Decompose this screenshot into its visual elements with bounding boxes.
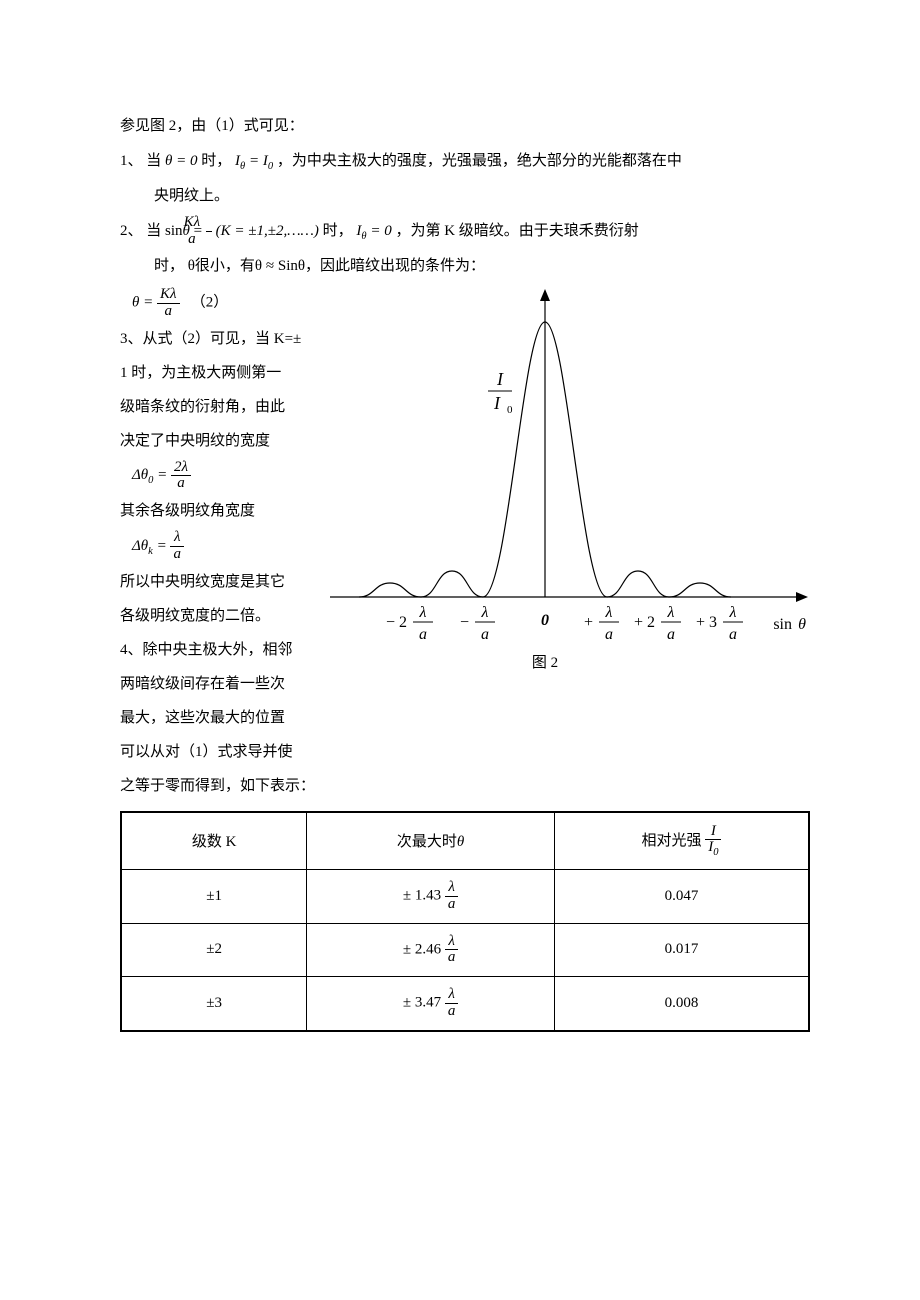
- svg-text:− 2: − 2: [386, 614, 407, 631]
- text: ，为中央主极大的强度，光强最强，绝大部分的光能都落在中: [277, 153, 682, 169]
- svg-text:I: I: [493, 393, 501, 413]
- item-1-line-2: 央明纹上。: [120, 180, 810, 213]
- col-header-k: 级数 K: [121, 812, 307, 870]
- text: 时，: [323, 223, 353, 239]
- text: 2、 当: [120, 223, 161, 239]
- diffraction-chart: II0− 2λa−λa0+λa+ 2λa+ 3λasinθ图 2: [330, 287, 810, 707]
- svg-text:a: a: [667, 626, 675, 643]
- cell-intensity: 0.017: [554, 923, 809, 977]
- chart-column: II0− 2λa−λa0+λa+ 2λa+ 3λasinθ图 2: [330, 287, 810, 805]
- item-4-line: 两暗纹级间存在着一些次: [120, 669, 330, 699]
- cell-theta: ± 2.46 λa: [307, 923, 555, 977]
- equation-delta-theta-k: Δθk = λa: [120, 530, 330, 563]
- item-3-line: 级暗条纹的衍射角，由此: [120, 392, 330, 422]
- secondary-maxima-table: 级数 K 次最大时θ 相对光强 II0 ±1± 1.43 λa0.047±2± …: [120, 811, 810, 1032]
- svg-text:a: a: [481, 626, 489, 643]
- svg-text:a: a: [419, 626, 427, 643]
- cell-theta: ± 3.47 λa: [307, 977, 555, 1031]
- svg-text:0: 0: [541, 612, 549, 629]
- col-header-theta: 次最大时θ: [307, 812, 555, 870]
- svg-text:+: +: [584, 614, 593, 631]
- item-1-line-1: 1、 当 θ = 0 时， Iθ = I0 ，为中央主极大的强度，光强最强，绝大…: [120, 145, 810, 178]
- item-4-line: 最大，这些次最大的位置: [120, 703, 330, 733]
- two-column-region: θ = Kλa （2） 3、从式（2）可见，当 K=± 1 时，为主极大两侧第一…: [120, 287, 810, 805]
- text: 时，: [201, 153, 231, 169]
- svg-text:−: −: [460, 614, 469, 631]
- item-4-line: 可以从对（1）式求导并使: [120, 737, 330, 767]
- item-4-line: 之等于零而得到，如下表示：: [120, 771, 330, 801]
- cell-intensity: 0.047: [554, 870, 809, 924]
- item-2-line-2: 时， θ很小，有θ ≈ Sinθ，因此暗纹出现的条件为：: [120, 250, 810, 283]
- text-line: 各级明纹宽度的二倍。: [120, 601, 330, 631]
- left-text-column: θ = Kλa （2） 3、从式（2）可见，当 K=± 1 时，为主极大两侧第一…: [120, 287, 330, 805]
- svg-text:0: 0: [507, 404, 513, 416]
- cell-intensity: 0.008: [554, 977, 809, 1031]
- equation: sinθ = Kλa (K = ±1,±2,……): [165, 223, 323, 239]
- text-line: 所以中央明纹宽度是其它: [120, 567, 330, 597]
- item-4-line: 4、除中央主极大外，相邻: [120, 635, 330, 665]
- table-row: ±1± 1.43 λa0.047: [121, 870, 809, 924]
- cell-theta: ± 1.43 λa: [307, 870, 555, 924]
- svg-text:λ: λ: [729, 604, 737, 621]
- svg-text:θ: θ: [798, 616, 806, 633]
- svg-text:+ 2: + 2: [634, 614, 655, 631]
- item-3-line: 决定了中央明纹的宽度: [120, 426, 330, 456]
- svg-text:a: a: [729, 626, 737, 643]
- equation: θ = 0: [165, 153, 198, 169]
- svg-text:sin: sin: [773, 616, 792, 633]
- item-3-line: 3、从式（2）可见，当 K=±: [120, 324, 330, 354]
- equation: Iθ = 0: [356, 223, 391, 239]
- table-row: ±3± 3.47 λa0.008: [121, 977, 809, 1031]
- table-header-row: 级数 K 次最大时θ 相对光强 II0: [121, 812, 809, 870]
- text: 1、 当: [120, 153, 161, 169]
- text: ，为第 K 级暗纹。由于夫琅禾费衍射: [395, 223, 638, 239]
- svg-text:λ: λ: [667, 604, 675, 621]
- cell-k: ±2: [121, 923, 307, 977]
- cell-k: ±3: [121, 977, 307, 1031]
- svg-text:I: I: [496, 369, 504, 389]
- svg-text:a: a: [605, 626, 613, 643]
- col-header-intensity: 相对光强 II0: [554, 812, 809, 870]
- svg-text:λ: λ: [419, 604, 427, 621]
- text-line: 其余各级明纹角宽度: [120, 496, 330, 526]
- equation-delta-theta-0: Δθ0 = 2λa: [120, 460, 330, 493]
- svg-text:图 2: 图 2: [532, 654, 558, 671]
- page-content: 参见图 2，由（1）式可见： 1、 当 θ = 0 时， Iθ = I0 ，为中…: [120, 110, 810, 1032]
- cell-k: ±1: [121, 870, 307, 924]
- table-row: ±2± 2.46 λa0.017: [121, 923, 809, 977]
- equation: Iθ = I0: [235, 153, 273, 169]
- svg-text:λ: λ: [481, 604, 489, 621]
- item-3-line: 1 时，为主极大两侧第一: [120, 358, 330, 388]
- equation-2: θ = Kλa （2）: [120, 287, 330, 320]
- item-2-line-1: 2、 当 sinθ = Kλa (K = ±1,±2,……) 时， Iθ = 0…: [120, 215, 810, 248]
- intro-line: 参见图 2，由（1）式可见：: [120, 110, 810, 143]
- svg-text:λ: λ: [605, 604, 613, 621]
- svg-text:+ 3: + 3: [696, 614, 717, 631]
